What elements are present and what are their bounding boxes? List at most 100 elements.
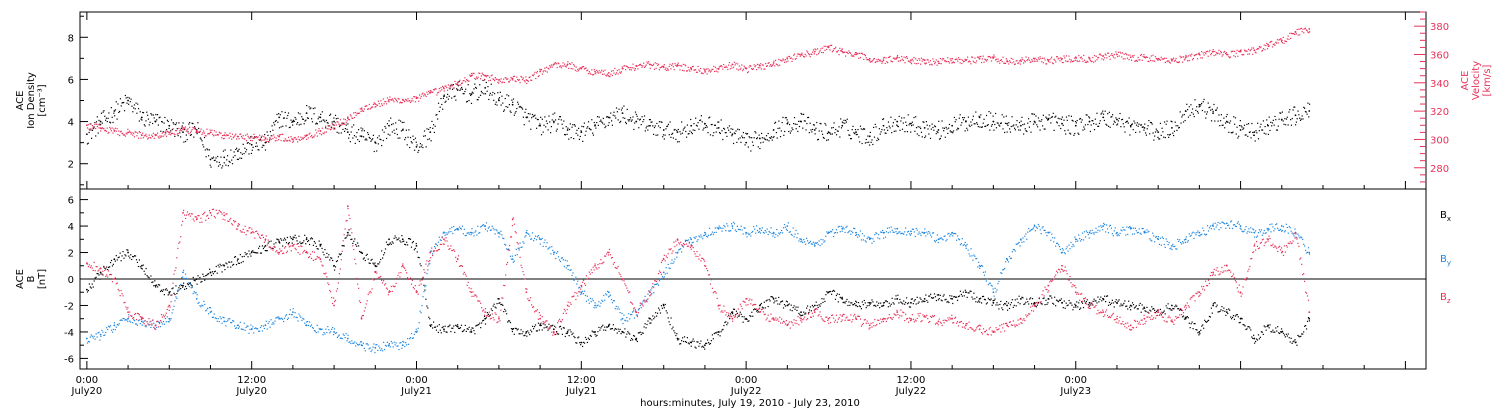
scatter-dot [237, 260, 238, 261]
scatter-dot [314, 241, 315, 242]
scatter-dot [864, 54, 865, 55]
scatter-dot [395, 237, 396, 238]
scatter-dot [200, 131, 201, 132]
data-point [278, 241, 280, 243]
scatter-dot [278, 239, 279, 240]
scatter-dot [737, 129, 738, 130]
scatter-dot [876, 126, 877, 127]
scatter-dot [184, 278, 185, 279]
scatter-dot [544, 116, 545, 117]
scatter-dot [164, 134, 165, 135]
scatter-dot [147, 115, 148, 116]
scatter-dot [879, 128, 880, 129]
scatter-dot [110, 325, 111, 326]
scatter-dot [687, 70, 688, 71]
scatter-dot [616, 107, 617, 108]
scatter-dot [997, 58, 998, 59]
scatter-dot [707, 73, 708, 74]
scatter-dot [945, 137, 946, 138]
scatter-dot [1156, 129, 1157, 130]
scatter-dot [1019, 303, 1020, 304]
scatter-dot [1287, 117, 1288, 118]
scatter-dot [557, 129, 558, 130]
data-point [1212, 305, 1214, 307]
scatter-dot [1068, 300, 1069, 301]
scatter-dot [1058, 301, 1059, 302]
data-point [196, 130, 198, 132]
scatter-dot [479, 84, 480, 85]
data-point [525, 116, 527, 118]
scatter-dot [1064, 130, 1065, 131]
scatter-dot [818, 139, 819, 140]
scatter-dot [336, 124, 337, 125]
scatter-dot [137, 262, 138, 263]
data-point [1006, 61, 1008, 63]
scatter-dot [681, 65, 682, 66]
scatter-dot [1107, 113, 1108, 114]
scatter-dot [1166, 121, 1167, 122]
scatter-dot [1078, 134, 1079, 135]
scatter-dot [422, 147, 423, 148]
scatter-dot [1122, 52, 1123, 53]
scatter-dot [1232, 317, 1233, 318]
scatter-dot [1037, 60, 1038, 61]
scatter-dot [695, 347, 696, 348]
scatter-dot [290, 120, 291, 121]
data-point [319, 130, 321, 132]
scatter-dot [494, 304, 495, 305]
scatter-dot [833, 50, 834, 51]
scatter-dot [760, 142, 761, 143]
scatter-dot [1213, 111, 1214, 112]
scatter-dot [198, 278, 199, 279]
scatter-dot [758, 146, 759, 147]
scatter-dot [958, 57, 959, 58]
scatter-dot [342, 124, 343, 125]
scatter-dot [534, 72, 535, 73]
data-point [512, 78, 514, 80]
scatter-dot [1265, 133, 1266, 134]
scatter-dot [231, 322, 232, 323]
scatter-dot [1232, 132, 1233, 133]
data-point [1267, 44, 1269, 46]
scatter-dot [618, 73, 619, 74]
scatter-dot [193, 293, 194, 294]
scatter-dot [735, 130, 736, 131]
scatter-dot [1197, 58, 1198, 59]
scatter-dot [782, 117, 783, 118]
scatter-dot [740, 69, 741, 70]
data-point [237, 150, 239, 152]
scatter-dot [632, 119, 633, 120]
scatter-dot [558, 334, 559, 335]
scatter-dot [210, 307, 211, 308]
scatter-dot [115, 261, 116, 262]
scatter-dot [117, 128, 118, 129]
scatter-dot [194, 291, 195, 292]
scatter-dot [1229, 310, 1230, 311]
scatter-dot [1268, 327, 1269, 328]
scatter-dot [974, 123, 975, 124]
scatter-dot [1110, 55, 1111, 56]
scatter-dot [708, 342, 709, 343]
top-left-ytick-label: 2 [68, 160, 74, 171]
scatter-dot [314, 135, 315, 136]
data-point [1047, 298, 1049, 300]
scatter-dot [114, 115, 115, 116]
scatter-dot [1200, 57, 1201, 58]
scatter-dot [386, 138, 387, 139]
scatter-dot [837, 51, 838, 52]
scatter-dot [1034, 114, 1035, 115]
scatter-dot [377, 350, 378, 351]
scatter-dot [1248, 49, 1249, 50]
scatter-dot [653, 64, 654, 65]
scatter-dot [283, 321, 284, 322]
scatter-dot [1285, 124, 1286, 125]
scatter-dot [421, 278, 422, 279]
scatter-dot [90, 286, 91, 287]
scatter-dot [683, 341, 684, 342]
scatter-dot [1072, 309, 1073, 310]
scatter-dot [923, 122, 924, 123]
scatter-dot [983, 56, 984, 57]
scatter-dot [94, 280, 95, 281]
scatter-dot [1011, 302, 1012, 303]
scatter-dot [406, 242, 407, 243]
